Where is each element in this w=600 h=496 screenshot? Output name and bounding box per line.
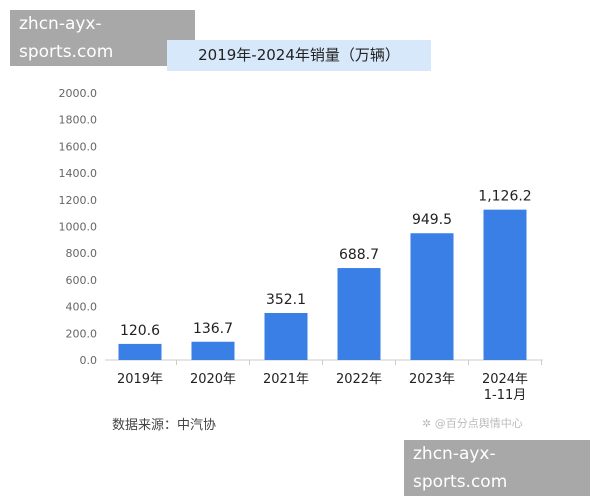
data-label: 949.5 <box>412 212 452 228</box>
data-label: 688.7 <box>339 247 379 263</box>
x-tick-label: 2024年 <box>482 372 528 387</box>
data-label: 136.7 <box>193 321 233 337</box>
source-note: 数据来源：中汽协 <box>112 418 217 433</box>
x-tick-label: 2023年 <box>409 372 455 387</box>
y-tick-label: 1800.0 <box>59 114 98 127</box>
x-tick-label: 2019年 <box>117 372 163 387</box>
x-tick-label: 2022年 <box>336 372 382 387</box>
y-tick-label: 800.0 <box>66 247 98 260</box>
y-tick-label: 1200.0 <box>59 194 98 207</box>
bar <box>264 312 308 360</box>
x-tick-label: 1-11月 <box>484 388 527 403</box>
x-tick-label: 2021年 <box>263 372 309 387</box>
bar <box>118 343 162 360</box>
y-tick-label: 600.0 <box>66 274 98 287</box>
bar <box>483 209 527 360</box>
y-tick-label: 0.0 <box>80 354 98 367</box>
y-tick-label: 200.0 <box>66 327 98 340</box>
bar <box>337 268 381 360</box>
x-tick-label: 2020年 <box>190 372 236 387</box>
chart-title: 2019年-2024年销量（万辆） <box>167 40 431 71</box>
watermark-bottom: zhcn-ayx-sports.com <box>404 440 590 496</box>
y-tick-label: 2000.0 <box>59 87 98 100</box>
data-label: 352.1 <box>266 292 306 308</box>
bar <box>191 341 235 360</box>
y-tick-label: 1000.0 <box>59 221 98 234</box>
y-tick-label: 400.0 <box>66 301 98 314</box>
data-label: 120.6 <box>120 323 160 339</box>
credit-logo: ✲ @百分点舆情中心 <box>422 417 523 430</box>
y-tick-label: 1600.0 <box>59 140 98 153</box>
y-tick-label: 1400.0 <box>59 167 98 180</box>
bar <box>410 233 454 360</box>
watermark-top: zhcn-ayx-sports.com <box>10 10 195 66</box>
data-label: 1,126.2 <box>478 189 531 205</box>
bar-chart: 0.0 200.0 400.0 600.0 800.0 1000.0 1200.0 1400.… <box>59 87 543 403</box>
